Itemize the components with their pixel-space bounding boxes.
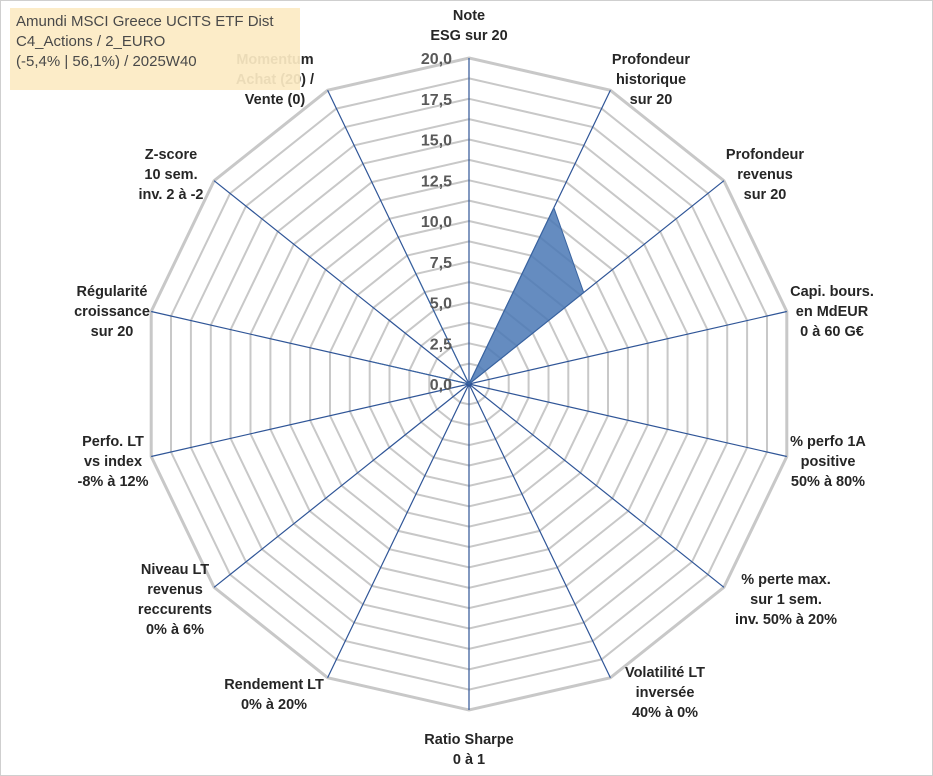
axis-spoke — [468, 383, 725, 588]
axis-label: Niveau LT revenus reccurents 0% à 6% — [138, 562, 212, 638]
axis-label: Rendement LT 0% à 20% — [224, 677, 324, 713]
axis-label: Z-score 10 sem. inv. 2 à -2 — [138, 147, 203, 203]
axis-label-line: sur 20 — [91, 324, 134, 340]
tick-label: 10,0 — [421, 214, 452, 231]
tick-label: 20,0 — [421, 51, 452, 68]
tick-label: 5,0 — [430, 296, 452, 313]
axis-label-line: Note — [453, 8, 485, 24]
axis-spoke — [213, 383, 470, 588]
axis-spoke — [468, 383, 787, 458]
chart-title-line2: C4_Actions / 2_EURO — [16, 33, 166, 50]
axis-spoke — [468, 310, 787, 385]
axis-label: Capi. bours. en MdEUR 0 à 60 G€ — [790, 284, 874, 340]
axis-label: % perte max. sur 1 sem. inv. 50% à 20% — [735, 572, 837, 628]
axis-label-line: sur 20 — [744, 187, 787, 203]
axis-label-line: revenus — [737, 167, 793, 183]
axis-label-line: inv. 2 à -2 — [138, 187, 203, 203]
axis-label-line: Profondeur — [726, 147, 804, 163]
axis-label: Ratio Sharpe 0 à 1 — [424, 732, 513, 768]
tick-label: 17,5 — [421, 92, 452, 109]
axis-label-line: sur 1 sem. — [750, 592, 822, 608]
tick-label: 15,0 — [421, 133, 452, 150]
axis-label: Profondeur historique sur 20 — [612, 52, 690, 108]
axis-label-line: % perfo 1A — [790, 434, 866, 450]
tick-label: 0,0 — [430, 377, 452, 394]
axis-label-line: Profondeur — [612, 52, 690, 68]
axis-label-line: positive — [801, 454, 856, 470]
axis-spoke — [213, 180, 470, 385]
chart-title-box: Amundi MSCI Greece UCITS ETF Dist C4_Act… — [10, 8, 300, 90]
axis-label-line: 0% à 6% — [146, 622, 204, 638]
axis-label: Note ESG sur 20 — [430, 8, 507, 44]
axis-label-line: revenus — [147, 582, 203, 598]
axis-label-line: Perfo. LT — [82, 434, 144, 450]
axis-label-line: -8% à 12% — [78, 474, 149, 490]
axis-label: Volatilité LT inversée 40% à 0% — [625, 665, 705, 721]
axis-label-line: 0% à 20% — [241, 697, 307, 713]
axis-spoke — [327, 383, 470, 678]
tick-label: 2,5 — [430, 336, 452, 353]
axis-label: Régularité croissance sur 20 — [74, 284, 150, 340]
axis-label-line: 0 à 60 G€ — [800, 324, 864, 340]
axis-label-line: 50% à 80% — [791, 474, 865, 490]
chart-title-line1: Amundi MSCI Greece UCITS ETF Dist — [16, 13, 274, 30]
axis-label-line: Vente (0) — [245, 92, 306, 108]
axis-label-line: sur 20 — [630, 92, 673, 108]
axis-spoke — [151, 383, 470, 458]
tick-label: 7,5 — [430, 255, 452, 272]
data-series-area — [373, 206, 585, 386]
axis-label: % perfo 1A positive 50% à 80% — [790, 434, 866, 490]
axis-label: Profondeur revenus sur 20 — [726, 147, 804, 203]
axis-label-line: Ratio Sharpe — [424, 732, 513, 748]
axis-label-line: Z-score — [145, 147, 197, 163]
axis-label-line: Volatilité LT — [625, 665, 705, 681]
axis-label-line: Rendement LT — [224, 677, 324, 693]
axis-label-line: Niveau LT — [141, 562, 209, 578]
axis-label-line: en MdEUR — [796, 304, 869, 320]
axis-label-line: vs index — [84, 454, 142, 470]
axis-label-line: inversée — [636, 685, 695, 701]
axis-label-line: ESG sur 20 — [430, 28, 507, 44]
tick-label: 12,5 — [421, 173, 452, 190]
axis-label-line: historique — [616, 72, 686, 88]
chart-title-line3: (-5,4% | 56,1%) / 2025W40 — [16, 53, 197, 70]
axis-label-line: reccurents — [138, 602, 212, 618]
axis-label-line: 0 à 1 — [453, 752, 485, 768]
axis-label-line: 10 sem. — [144, 167, 197, 183]
axis-label-line: Régularité — [77, 284, 148, 300]
axis-label-line: croissance — [74, 304, 150, 320]
axis-label: Perfo. LT vs index -8% à 12% — [78, 434, 149, 490]
axis-label-line: inv. 50% à 20% — [735, 612, 837, 628]
axis-label-line: 40% à 0% — [632, 705, 698, 721]
axis-label-line: % perte max. — [741, 572, 830, 588]
axis-spoke — [468, 383, 611, 678]
axis-label-line: Capi. bours. — [790, 284, 874, 300]
